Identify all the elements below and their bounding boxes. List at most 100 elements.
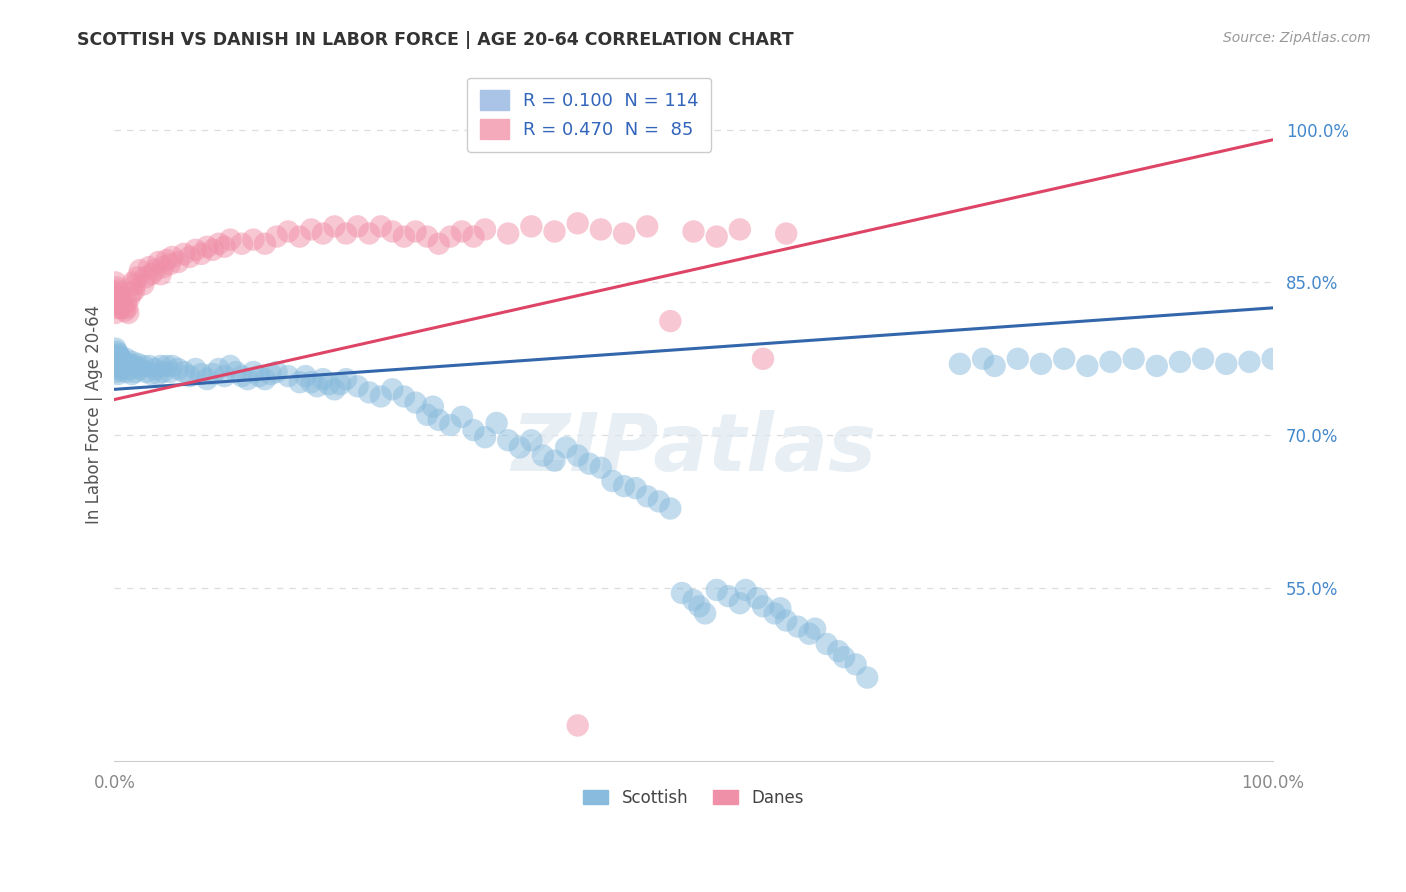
Point [124, 277, 146, 292]
Point [155, 359, 177, 373]
Point [219, 233, 242, 247]
Point [769, 601, 792, 615]
Point [107, 293, 129, 308]
Point [173, 247, 195, 261]
Point [786, 620, 808, 634]
Point [110, 293, 132, 308]
Point [972, 351, 994, 366]
Point [405, 395, 427, 409]
Point [184, 243, 207, 257]
Point [496, 227, 519, 241]
Point [104, 349, 127, 363]
Point [323, 219, 346, 234]
Point [122, 284, 145, 298]
Point [152, 365, 174, 379]
Point [108, 298, 131, 312]
Point [266, 229, 288, 244]
Point [1053, 351, 1076, 366]
Text: SCOTTISH VS DANISH IN LABOR FORCE | AGE 20-64 CORRELATION CHART: SCOTTISH VS DANISH IN LABOR FORCE | AGE … [77, 31, 794, 49]
Point [1239, 355, 1261, 369]
Point [381, 225, 404, 239]
Point [370, 389, 392, 403]
Point [105, 359, 128, 373]
Point [253, 236, 276, 251]
Point [122, 276, 145, 290]
Point [108, 349, 131, 363]
Point [555, 441, 578, 455]
Point [335, 227, 357, 241]
Point [127, 357, 149, 371]
Point [105, 280, 128, 294]
Point [247, 369, 270, 384]
Point [299, 375, 322, 389]
Point [225, 365, 247, 379]
Point [266, 365, 288, 379]
Point [856, 671, 879, 685]
Point [706, 582, 728, 597]
Point [775, 614, 797, 628]
Legend: Scottish, Danes: Scottish, Danes [575, 780, 813, 815]
Point [105, 301, 128, 315]
Point [1261, 351, 1284, 366]
Point [323, 382, 346, 396]
Point [260, 367, 283, 381]
Point [346, 379, 368, 393]
Point [190, 247, 212, 261]
Point [105, 365, 128, 379]
Point [827, 644, 849, 658]
Point [804, 622, 827, 636]
Point [752, 599, 775, 614]
Point [242, 365, 264, 379]
Point [312, 227, 335, 241]
Point [288, 375, 311, 389]
Point [121, 355, 143, 369]
Point [107, 367, 129, 381]
Point [107, 347, 129, 361]
Point [121, 285, 143, 300]
Point [1192, 351, 1215, 366]
Point [118, 362, 141, 376]
Point [141, 267, 163, 281]
Point [105, 344, 128, 359]
Point [149, 359, 172, 373]
Point [1007, 351, 1029, 366]
Point [104, 276, 127, 290]
Point [108, 301, 131, 315]
Point [845, 657, 868, 672]
Point [509, 441, 531, 455]
Point [143, 263, 166, 277]
Point [392, 229, 415, 244]
Point [149, 267, 172, 281]
Point [110, 359, 132, 374]
Point [127, 270, 149, 285]
Point [405, 225, 427, 239]
Point [799, 627, 821, 641]
Point [110, 352, 132, 367]
Point [277, 369, 299, 384]
Point [728, 222, 751, 236]
Point [370, 219, 392, 234]
Point [167, 255, 190, 269]
Point [1099, 355, 1122, 369]
Point [132, 277, 155, 292]
Point [717, 589, 740, 603]
Text: ZIPatlas: ZIPatlas [510, 410, 876, 489]
Point [208, 236, 231, 251]
Point [107, 284, 129, 298]
Point [143, 362, 166, 376]
Point [128, 362, 150, 376]
Point [474, 222, 496, 236]
Point [613, 227, 636, 241]
Point [190, 367, 212, 381]
Point [108, 356, 131, 370]
Point [589, 222, 612, 236]
Point [422, 400, 444, 414]
Point [104, 359, 127, 373]
Point [159, 365, 181, 379]
Point [236, 372, 259, 386]
Point [201, 243, 224, 257]
Point [179, 369, 201, 384]
Point [463, 423, 485, 437]
Point [108, 287, 131, 301]
Point [148, 367, 170, 381]
